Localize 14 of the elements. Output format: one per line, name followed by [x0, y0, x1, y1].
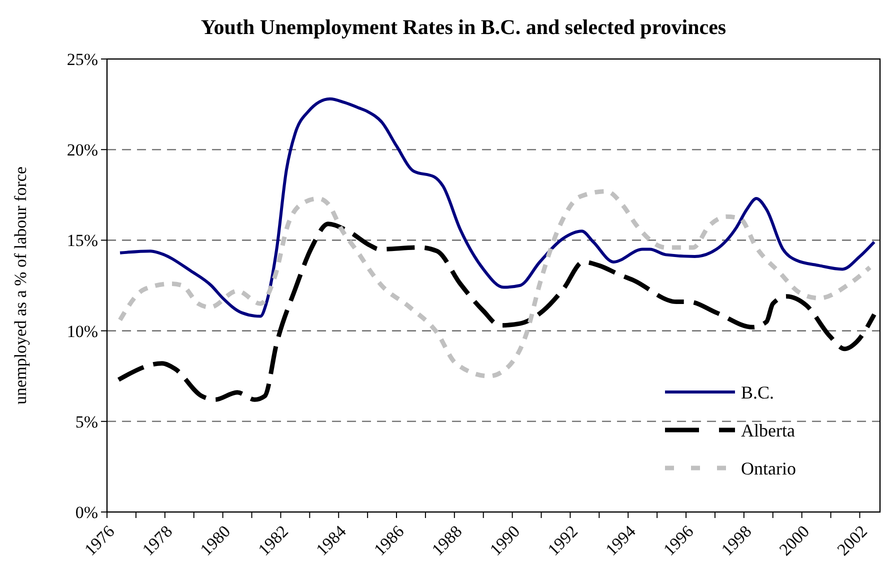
- y-tick-label: 0%: [75, 502, 98, 522]
- legend-label: Alberta: [741, 420, 795, 440]
- y-tick-label: 15%: [66, 231, 98, 250]
- y-tick-label: 5%: [75, 412, 98, 432]
- line-series: [118, 97, 876, 318]
- chart-title: Youth Unemployment Rates in B.C. and selected provinces: [200, 15, 726, 39]
- y-tick-label: 10%: [66, 322, 98, 341]
- y-tick-label: 25%: [66, 50, 98, 69]
- y-tick-label: 20%: [66, 140, 98, 160]
- y-axis-title: unemployed as a % of labour force: [11, 166, 30, 404]
- legend-label: Ontario: [741, 458, 796, 478]
- line-series: [116, 222, 876, 402]
- line-series: [118, 189, 872, 378]
- legend-label: B.C.: [741, 382, 774, 402]
